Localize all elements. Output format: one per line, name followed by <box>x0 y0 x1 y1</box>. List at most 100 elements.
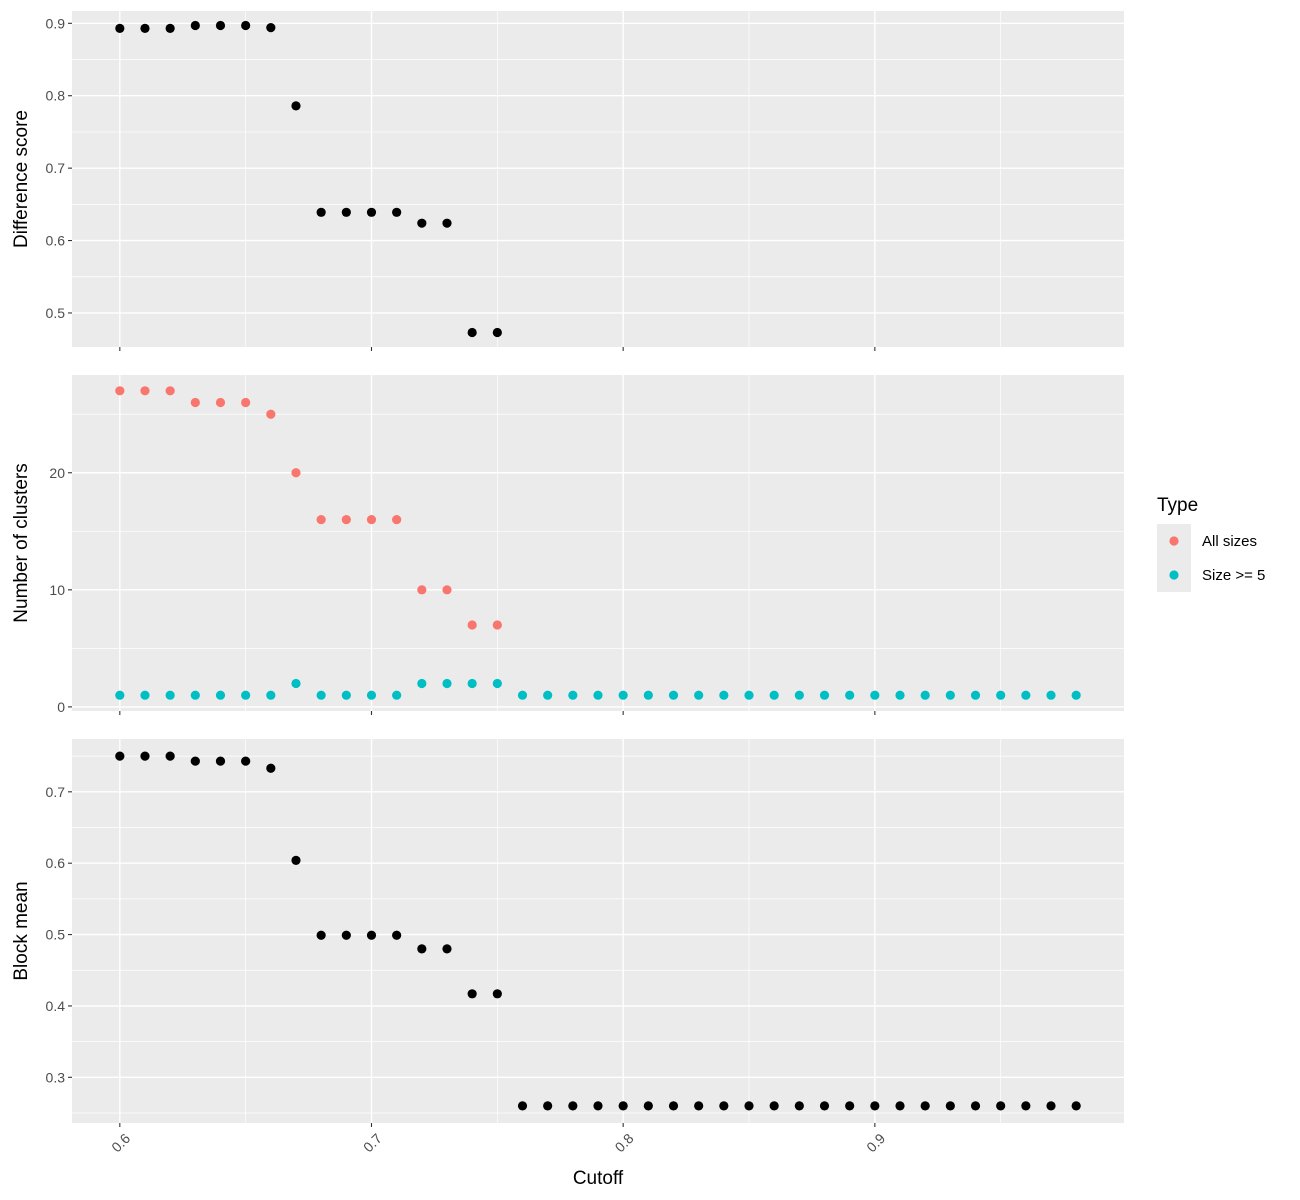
data-point <box>366 207 377 217</box>
data-point <box>819 690 830 700</box>
panel-1: 0.5 0.6 0.7 0.8 0.9 Difference score <box>11 11 1124 351</box>
data-point <box>291 855 301 865</box>
data-point <box>366 930 377 940</box>
data-point <box>568 690 578 700</box>
data-point <box>1046 1101 1056 1111</box>
data-point <box>291 678 301 689</box>
data-point <box>266 409 276 419</box>
y-tick-label: 0.3 <box>46 1069 66 1085</box>
data-point <box>870 1101 880 1111</box>
data-point <box>341 930 351 940</box>
panel-background <box>72 11 1124 347</box>
y-tick-label: 0.6 <box>46 233 66 249</box>
data-point <box>115 386 125 396</box>
y-axis-title: Difference score <box>11 110 32 248</box>
data-point <box>165 751 175 761</box>
legend-marker <box>1169 570 1179 580</box>
series-2 <box>115 678 1081 700</box>
data-point <box>190 756 200 766</box>
data-point <box>266 23 276 33</box>
data-point <box>1071 690 1081 700</box>
data-point <box>190 690 200 700</box>
data-point <box>744 1101 754 1111</box>
data-point <box>996 1101 1006 1111</box>
data-point <box>241 20 251 31</box>
data-point <box>392 514 402 525</box>
data-point <box>417 678 427 689</box>
data-point <box>492 327 502 338</box>
data-point <box>845 1101 855 1111</box>
data-point <box>241 756 251 766</box>
data-point <box>492 678 502 689</box>
data-point <box>1021 690 1031 700</box>
data-point <box>467 678 477 689</box>
y-tick-label: 10 <box>49 582 65 598</box>
data-point <box>442 678 452 689</box>
x-tick-label: 0.6 <box>108 1130 133 1155</box>
data-point <box>341 690 351 700</box>
data-point <box>165 23 175 33</box>
legend-label: All sizes <box>1202 533 1257 550</box>
data-point <box>392 930 402 940</box>
data-point <box>845 690 855 700</box>
y-tick-label: 20 <box>49 465 65 481</box>
y-tick-label: 0.5 <box>46 927 66 943</box>
panel-background <box>72 739 1124 1123</box>
data-point <box>442 944 452 954</box>
data-point <box>694 1101 704 1111</box>
data-point <box>719 690 729 700</box>
data-point <box>970 1101 981 1111</box>
data-point <box>543 690 553 700</box>
data-point <box>1071 1101 1081 1111</box>
data-point <box>316 690 326 700</box>
series-1 <box>115 751 1081 1111</box>
data-point <box>467 620 477 630</box>
data-point <box>190 397 200 408</box>
data-point <box>945 690 955 700</box>
legend-item: Size >= 5 <box>1157 558 1265 592</box>
data-point <box>190 20 200 31</box>
data-point <box>241 690 251 700</box>
data-point <box>794 690 804 700</box>
data-point <box>291 101 301 111</box>
data-point <box>392 690 402 700</box>
data-point <box>996 690 1006 700</box>
data-point <box>241 397 251 408</box>
data-point <box>140 23 150 33</box>
data-point <box>668 690 679 700</box>
data-point <box>316 930 326 940</box>
panel-background <box>72 375 1124 711</box>
y-axis-title: Block mean <box>11 881 32 980</box>
data-point <box>668 1101 679 1111</box>
data-point <box>819 1101 830 1111</box>
data-point <box>543 1101 553 1111</box>
legend-title: Type <box>1157 495 1198 516</box>
data-point <box>417 218 427 228</box>
legend-label: Size >= 5 <box>1202 567 1265 584</box>
x-axis: Cutoff 0.6 0.7 0.8 0.9 <box>108 1130 888 1189</box>
data-point <box>165 386 175 396</box>
data-point <box>694 690 704 700</box>
series-1 <box>115 386 502 630</box>
data-point <box>895 690 905 700</box>
data-point <box>467 989 477 999</box>
y-tick-label: 0 <box>57 699 65 715</box>
x-tick-label: 0.7 <box>360 1130 385 1155</box>
y-tick-label: 0.7 <box>46 784 66 800</box>
data-point <box>870 690 880 700</box>
data-point <box>517 690 528 700</box>
data-point <box>794 1101 804 1111</box>
legend: Type All sizes Size >= 5 <box>1157 495 1265 592</box>
data-point <box>215 397 226 408</box>
data-point <box>140 386 150 396</box>
y-tick-label: 0.7 <box>46 160 66 176</box>
data-point <box>215 690 226 700</box>
data-point <box>442 218 452 228</box>
panel-3: 0.3 0.4 0.5 0.6 0.7 Block mean <box>11 739 1124 1127</box>
y-tick-label: 0.5 <box>46 305 66 321</box>
data-point <box>769 1101 779 1111</box>
data-point <box>140 690 150 700</box>
data-point <box>140 751 150 761</box>
data-point <box>215 756 226 766</box>
